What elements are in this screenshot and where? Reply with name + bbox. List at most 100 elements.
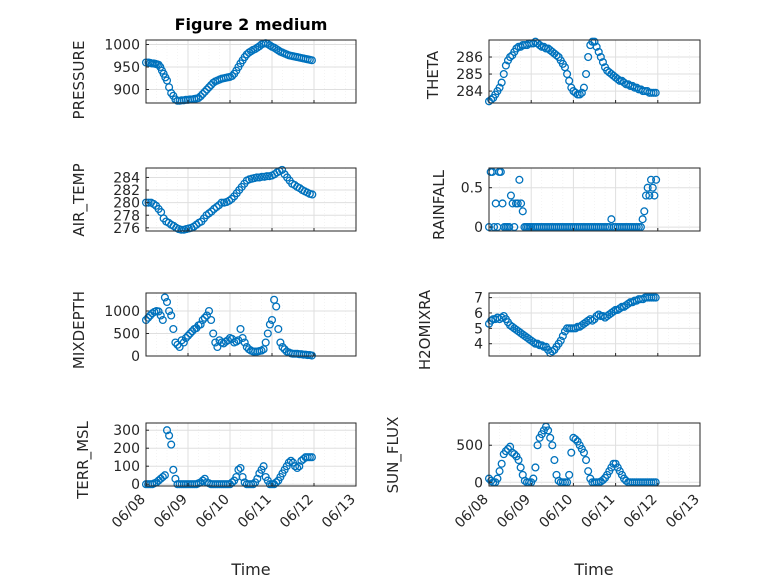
point-rainfall bbox=[496, 167, 505, 176]
point-h2omixra bbox=[556, 336, 565, 345]
point-mixdepth bbox=[160, 293, 169, 302]
point-h2omixra bbox=[651, 293, 660, 302]
point-rainfall bbox=[650, 191, 659, 200]
ylabel-air-temp: AIR_TEMP bbox=[70, 163, 89, 236]
point-pressure bbox=[204, 83, 214, 92]
point-mixdepth bbox=[183, 331, 193, 340]
point-mixdepth bbox=[158, 315, 167, 325]
point-air-temp bbox=[308, 190, 317, 199]
point-rainfall bbox=[513, 199, 522, 208]
point-h2omixra bbox=[487, 316, 496, 325]
subplot-pressure: PRESSURE 900 950 1000 bbox=[70, 38, 357, 119]
point-h2omixra bbox=[558, 331, 567, 341]
point-terr-msl bbox=[238, 472, 247, 482]
point-sun-flux bbox=[495, 467, 504, 476]
point-air-temp bbox=[278, 165, 287, 174]
ytick-label-theta: 285 bbox=[456, 67, 483, 83]
ytick-label-mixdepth: 0 bbox=[131, 349, 140, 365]
point-mixdepth bbox=[204, 306, 214, 316]
ytick-label-h2omixra: 6 bbox=[474, 306, 483, 322]
ytick-label-rainfall: 0.5 bbox=[461, 181, 483, 197]
point-h2omixra bbox=[497, 313, 506, 322]
point-sun-flux bbox=[579, 448, 588, 457]
xtick-label-sun-flux: 06/10 bbox=[536, 492, 576, 532]
point-terr-msl bbox=[307, 453, 316, 462]
ylabel-sun-flux: SUN_FLUX bbox=[384, 417, 403, 494]
ytick-label-terr-msl: 300 bbox=[113, 423, 140, 439]
point-h2omixra bbox=[615, 304, 624, 313]
ytick-label-air-temp: 280 bbox=[113, 196, 140, 212]
ytick-label-terr-msl: 0 bbox=[131, 477, 140, 493]
point-terr-msl bbox=[236, 463, 245, 473]
point-theta bbox=[592, 42, 601, 51]
point-theta bbox=[577, 88, 586, 97]
point-pressure bbox=[307, 56, 316, 65]
point-rainfall bbox=[607, 215, 616, 224]
point-mixdepth bbox=[209, 329, 218, 338]
point-theta bbox=[539, 42, 548, 51]
ytick-label-mixdepth: 1000 bbox=[104, 304, 140, 320]
point-mixdepth bbox=[240, 338, 249, 347]
point-pressure bbox=[198, 89, 207, 99]
axes-frame-theta bbox=[488, 39, 701, 104]
point-rainfall bbox=[505, 223, 514, 232]
plot-area-rainfall bbox=[489, 168, 700, 231]
point-terr-msl bbox=[249, 480, 258, 489]
point-mixdepth bbox=[167, 311, 176, 320]
ylabel-mixdepth: MIXDEPTH bbox=[70, 291, 88, 369]
point-h2omixra bbox=[529, 338, 538, 347]
point-h2omixra bbox=[624, 299, 633, 308]
point-terr-msl bbox=[291, 462, 300, 471]
ytick-label-sun-flux: 500 bbox=[456, 438, 483, 454]
point-rainfall bbox=[645, 191, 654, 200]
point-rainfall bbox=[506, 191, 515, 200]
point-rainfall bbox=[640, 207, 649, 216]
point-rainfall bbox=[648, 183, 657, 192]
point-mixdepth bbox=[154, 307, 163, 316]
ylabel-terr-msl: TERR_MSL bbox=[74, 420, 93, 499]
point-pressure bbox=[202, 85, 211, 94]
xtick-label-sun-flux: 06/13 bbox=[663, 492, 703, 532]
point-sun-flux bbox=[533, 441, 542, 450]
xtick-label-terr-msl: 06/08 bbox=[109, 492, 149, 532]
point-mixdepth bbox=[169, 324, 178, 334]
axes-frame-terr-msl bbox=[145, 422, 357, 487]
point-air-temp bbox=[207, 207, 216, 216]
point-terr-msl bbox=[253, 474, 262, 483]
point-rainfall bbox=[517, 199, 526, 208]
xtick-label-sun-flux: 06/09 bbox=[494, 492, 534, 532]
point-rainfall bbox=[652, 175, 661, 184]
xtick-label-sun-flux: 06/12 bbox=[621, 492, 661, 532]
point-mixdepth bbox=[276, 338, 285, 347]
point-theta bbox=[584, 52, 593, 62]
point-air-temp bbox=[217, 198, 226, 207]
point-mixdepth bbox=[196, 320, 205, 329]
series-air-temp bbox=[141, 165, 317, 234]
point-sun-flux bbox=[598, 476, 607, 485]
point-theta bbox=[628, 81, 637, 91]
series-h2omixra bbox=[484, 293, 660, 357]
point-terr-msl bbox=[165, 431, 174, 440]
ytick-label-air-temp: 278 bbox=[113, 208, 140, 224]
point-terr-msl bbox=[293, 463, 302, 473]
point-theta bbox=[499, 70, 508, 79]
ytick-label-sun-flux: 0 bbox=[474, 475, 483, 491]
point-terr-msl bbox=[158, 472, 167, 482]
point-h2omixra bbox=[586, 315, 595, 324]
xtick-label-terr-msl: 06/13 bbox=[319, 492, 359, 532]
point-h2omixra bbox=[594, 310, 603, 319]
point-terr-msl bbox=[284, 458, 293, 467]
point-h2omixra bbox=[609, 307, 618, 316]
subplot-sun-flux: SUN_FLUX 0 500 06/08 06/09 06/10 06/11 06/12 06… bbox=[384, 417, 703, 532]
point-theta bbox=[582, 70, 591, 79]
xlabel-right: Time bbox=[573, 560, 613, 579]
point-sun-flux bbox=[548, 441, 557, 450]
point-mixdepth bbox=[238, 333, 247, 343]
ylabel-theta: THETA bbox=[424, 50, 442, 100]
point-terr-msl bbox=[162, 426, 172, 435]
point-theta bbox=[535, 41, 544, 50]
